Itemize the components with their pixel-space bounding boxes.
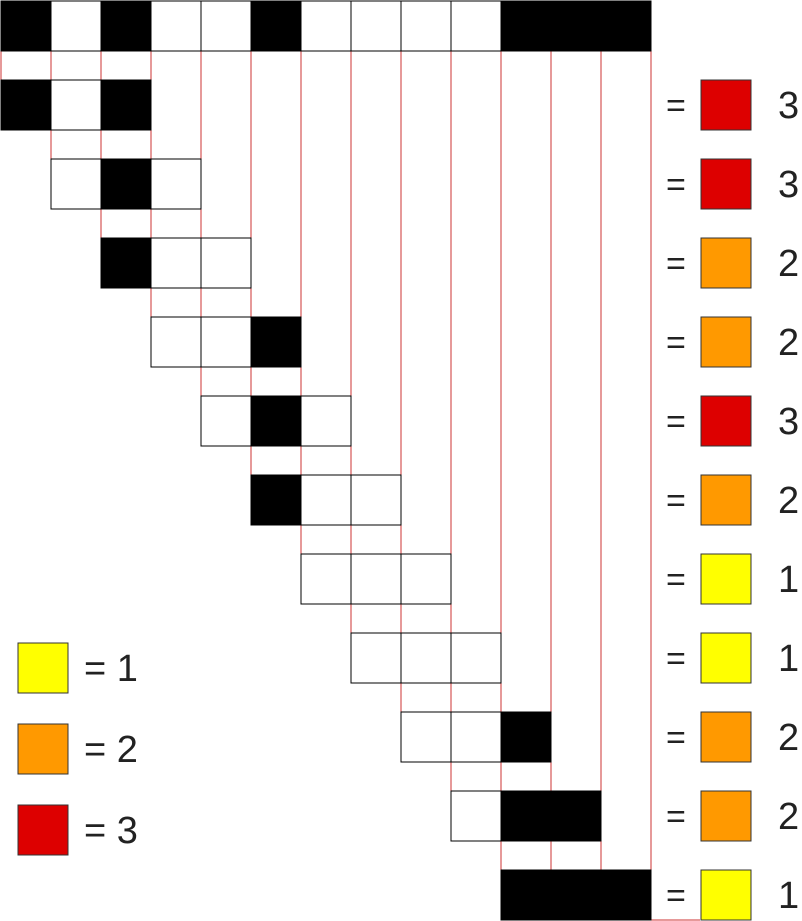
result-color-box [700,711,752,763]
window-cell [100,79,152,131]
equals-sign: = [666,719,686,757]
top-row-cell [100,0,152,52]
result-label: 2 [778,480,799,522]
result-label: 3 [778,85,799,127]
equals-sign: = [666,245,686,283]
result-label: 3 [778,401,799,443]
window-cell [400,711,452,763]
result-color-box [700,79,752,131]
result-color-box [700,237,752,289]
legend-color-box [17,642,69,694]
window-cell [200,237,252,289]
window-cell [250,474,302,526]
result-color-box [700,790,752,842]
window-cell [200,316,252,368]
window-cell [350,553,402,605]
equals-sign: = [666,87,686,125]
result-color-box [700,316,752,368]
result-label: 2 [778,717,799,759]
result-label: 2 [778,322,799,364]
top-row-cell [250,0,302,52]
result-label: 1 [778,559,799,601]
result-label: 3 [778,164,799,206]
equals-sign: = [666,324,686,362]
top-row-cell [550,0,602,52]
window-cell [150,237,202,289]
result-color-box [700,395,752,447]
window-cell [350,632,402,684]
window-cell [500,869,552,921]
top-row-cell [200,0,252,52]
window-cell [200,395,252,447]
window-cell [300,474,352,526]
top-row-cell [500,0,552,52]
result-label: 2 [778,796,799,838]
window-cell [450,632,502,684]
equals-sign: = [666,561,686,599]
window-cell [150,316,202,368]
top-row-cell [400,0,452,52]
equals-sign: = [666,482,686,520]
window-cell [550,869,602,921]
result-color-box [700,474,752,526]
window-cell [100,158,152,210]
result-color-box [700,869,752,921]
result-color-box [700,632,752,684]
window-cell [250,395,302,447]
equals-sign: = [666,640,686,678]
window-cell [450,711,502,763]
window-cell [0,79,52,131]
equals-sign: = [666,798,686,836]
top-row [0,0,652,52]
window-cell [250,316,302,368]
legend-label: = 2 [84,729,138,771]
top-row-cell [300,0,352,52]
window-cell [300,395,352,447]
window-cell [550,790,602,842]
window-cell [50,158,102,210]
equals-sign: = [666,166,686,204]
equals-sign: = [666,403,686,441]
window-cell [500,790,552,842]
window-cell [450,790,502,842]
window-cell [350,474,402,526]
top-row-cell [350,0,402,52]
window-cell [300,553,352,605]
result-label: 2 [778,243,799,285]
window-cell [600,869,652,921]
top-row-cell [50,0,102,52]
top-row-cell [150,0,202,52]
result-color-box [700,553,752,605]
windows [0,79,652,921]
window-cell [500,711,552,763]
legend-color-box [17,804,69,856]
legend-label: = 1 [84,648,138,690]
top-row-cell [600,0,652,52]
results: = 3 = 3 = 2 = 2 = 3 = 2 = 1 = 1 = 2 = 2 = 1 [666,79,799,921]
window-cell [150,158,202,210]
legend: = 1 = 2 = 3 [17,642,138,856]
window-cell [50,79,102,131]
result-label: 1 [778,638,799,680]
result-label: 1 [778,875,799,917]
top-row-cell [450,0,502,52]
window-cell [400,632,452,684]
result-color-box [700,158,752,210]
legend-label: = 3 [84,810,138,852]
top-row-cell [0,0,52,52]
window-cell [400,553,452,605]
window-cell [100,237,152,289]
legend-color-box [17,723,69,775]
equals-sign: = [666,877,686,915]
